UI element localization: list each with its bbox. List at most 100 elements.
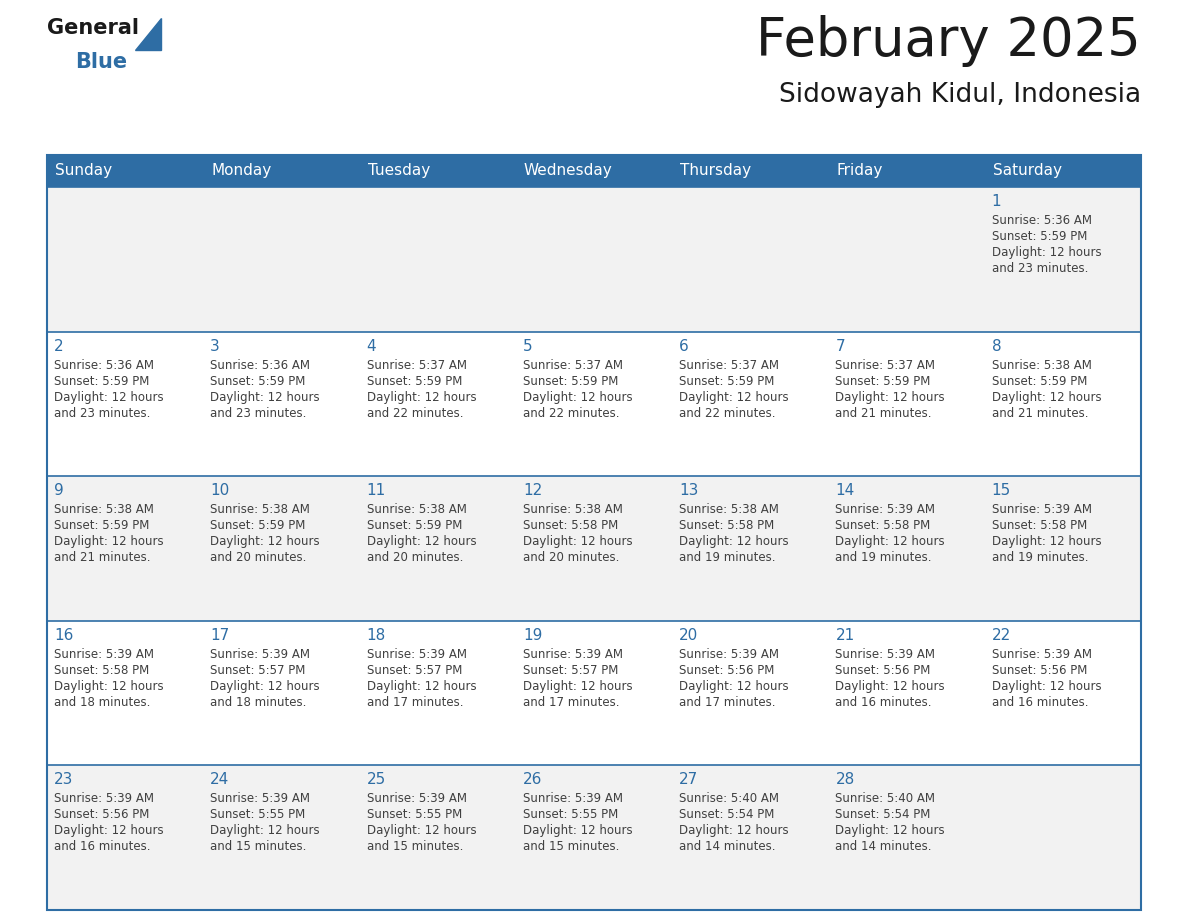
Text: 23: 23	[53, 772, 74, 788]
Text: Sunrise: 5:39 AM: Sunrise: 5:39 AM	[523, 648, 623, 661]
Text: 16: 16	[53, 628, 74, 643]
Text: 20: 20	[680, 628, 699, 643]
Text: Tuesday: Tuesday	[367, 163, 430, 178]
Text: Daylight: 12 hours: Daylight: 12 hours	[992, 680, 1101, 693]
Text: Daylight: 12 hours: Daylight: 12 hours	[367, 390, 476, 404]
Text: 25: 25	[367, 772, 386, 788]
Text: Daylight: 12 hours: Daylight: 12 hours	[835, 535, 944, 548]
Bar	[48, 766, 1140, 910]
Bar	[48, 476, 1140, 621]
Text: Sunset: 5:59 PM: Sunset: 5:59 PM	[992, 375, 1087, 387]
Text: Daylight: 12 hours: Daylight: 12 hours	[210, 390, 320, 404]
Text: and 17 minutes.: and 17 minutes.	[680, 696, 776, 709]
Text: and 19 minutes.: and 19 minutes.	[680, 551, 776, 565]
Text: and 21 minutes.: and 21 minutes.	[835, 407, 931, 420]
Text: 19: 19	[523, 628, 542, 643]
Text: Daylight: 12 hours: Daylight: 12 hours	[210, 824, 320, 837]
Text: Daylight: 12 hours: Daylight: 12 hours	[367, 535, 476, 548]
Text: Sunset: 5:59 PM: Sunset: 5:59 PM	[367, 375, 462, 387]
Text: Sunset: 5:58 PM: Sunset: 5:58 PM	[992, 520, 1087, 532]
Text: and 20 minutes.: and 20 minutes.	[210, 551, 307, 565]
Text: Sunrise: 5:39 AM: Sunrise: 5:39 AM	[210, 648, 310, 661]
Text: and 19 minutes.: and 19 minutes.	[992, 551, 1088, 565]
Text: Daylight: 12 hours: Daylight: 12 hours	[835, 680, 944, 693]
Text: and 16 minutes.: and 16 minutes.	[835, 696, 931, 709]
Text: and 19 minutes.: and 19 minutes.	[835, 551, 931, 565]
Text: and 17 minutes.: and 17 minutes.	[523, 696, 619, 709]
Text: and 17 minutes.: and 17 minutes.	[367, 696, 463, 709]
Text: Sunset: 5:54 PM: Sunset: 5:54 PM	[680, 809, 775, 822]
Text: and 14 minutes.: and 14 minutes.	[835, 840, 931, 854]
Text: Sunset: 5:59 PM: Sunset: 5:59 PM	[680, 375, 775, 387]
Text: Daylight: 12 hours: Daylight: 12 hours	[992, 390, 1101, 404]
Text: Sunrise: 5:38 AM: Sunrise: 5:38 AM	[992, 359, 1092, 372]
Bar	[48, 621, 1140, 766]
Text: Sunrise: 5:39 AM: Sunrise: 5:39 AM	[680, 648, 779, 661]
Text: 3: 3	[210, 339, 220, 353]
Text: Sunset: 5:58 PM: Sunset: 5:58 PM	[835, 520, 930, 532]
Text: and 22 minutes.: and 22 minutes.	[680, 407, 776, 420]
Text: and 21 minutes.: and 21 minutes.	[992, 407, 1088, 420]
Text: Sunrise: 5:38 AM: Sunrise: 5:38 AM	[680, 503, 779, 516]
Text: Sunset: 5:55 PM: Sunset: 5:55 PM	[367, 809, 462, 822]
Text: Sunset: 5:58 PM: Sunset: 5:58 PM	[53, 664, 150, 677]
Text: Sunrise: 5:37 AM: Sunrise: 5:37 AM	[367, 359, 467, 372]
Text: Daylight: 12 hours: Daylight: 12 hours	[523, 390, 632, 404]
Bar	[48, 155, 1140, 910]
Text: Sunrise: 5:39 AM: Sunrise: 5:39 AM	[367, 792, 467, 805]
Text: Sunrise: 5:39 AM: Sunrise: 5:39 AM	[992, 503, 1092, 516]
Text: Sunset: 5:54 PM: Sunset: 5:54 PM	[835, 809, 931, 822]
Text: Sunset: 5:59 PM: Sunset: 5:59 PM	[53, 520, 150, 532]
Text: Sunset: 5:56 PM: Sunset: 5:56 PM	[53, 809, 150, 822]
Text: Sunset: 5:57 PM: Sunset: 5:57 PM	[367, 664, 462, 677]
Text: Sunrise: 5:36 AM: Sunrise: 5:36 AM	[210, 359, 310, 372]
Text: 17: 17	[210, 628, 229, 643]
Text: Sunset: 5:59 PM: Sunset: 5:59 PM	[992, 230, 1087, 243]
Text: 28: 28	[835, 772, 854, 788]
Text: and 20 minutes.: and 20 minutes.	[367, 551, 463, 565]
Text: Sunday: Sunday	[55, 163, 112, 178]
Text: and 20 minutes.: and 20 minutes.	[523, 551, 619, 565]
Text: Daylight: 12 hours: Daylight: 12 hours	[53, 824, 164, 837]
Text: Sunrise: 5:37 AM: Sunrise: 5:37 AM	[523, 359, 623, 372]
Text: Sunrise: 5:38 AM: Sunrise: 5:38 AM	[210, 503, 310, 516]
Text: 4: 4	[367, 339, 377, 353]
Text: Daylight: 12 hours: Daylight: 12 hours	[523, 680, 632, 693]
Text: Daylight: 12 hours: Daylight: 12 hours	[53, 390, 164, 404]
Text: and 16 minutes.: and 16 minutes.	[992, 696, 1088, 709]
Text: Sunset: 5:59 PM: Sunset: 5:59 PM	[835, 375, 931, 387]
Text: Sunset: 5:56 PM: Sunset: 5:56 PM	[992, 664, 1087, 677]
Text: Sunrise: 5:38 AM: Sunrise: 5:38 AM	[53, 503, 154, 516]
Text: and 23 minutes.: and 23 minutes.	[210, 407, 307, 420]
Text: Sunrise: 5:39 AM: Sunrise: 5:39 AM	[835, 648, 935, 661]
Text: and 15 minutes.: and 15 minutes.	[367, 840, 463, 854]
Text: Sunrise: 5:40 AM: Sunrise: 5:40 AM	[680, 792, 779, 805]
Text: and 18 minutes.: and 18 minutes.	[210, 696, 307, 709]
Text: and 18 minutes.: and 18 minutes.	[53, 696, 151, 709]
Text: Daylight: 12 hours: Daylight: 12 hours	[835, 824, 944, 837]
Text: Sunset: 5:59 PM: Sunset: 5:59 PM	[53, 375, 150, 387]
Text: Friday: Friday	[836, 163, 883, 178]
Text: Sunset: 5:58 PM: Sunset: 5:58 PM	[680, 520, 775, 532]
Text: Daylight: 12 hours: Daylight: 12 hours	[835, 390, 944, 404]
Text: Sunrise: 5:38 AM: Sunrise: 5:38 AM	[523, 503, 623, 516]
Bar	[48, 187, 1140, 331]
Text: 5: 5	[523, 339, 532, 353]
Text: and 23 minutes.: and 23 minutes.	[992, 262, 1088, 275]
Text: Daylight: 12 hours: Daylight: 12 hours	[992, 535, 1101, 548]
Text: Daylight: 12 hours: Daylight: 12 hours	[680, 535, 789, 548]
Text: 1: 1	[992, 194, 1001, 209]
Text: Sunset: 5:55 PM: Sunset: 5:55 PM	[523, 809, 618, 822]
Text: Sunset: 5:56 PM: Sunset: 5:56 PM	[835, 664, 931, 677]
Text: Sunrise: 5:36 AM: Sunrise: 5:36 AM	[53, 359, 154, 372]
Bar	[48, 155, 1140, 187]
Text: Sunset: 5:56 PM: Sunset: 5:56 PM	[680, 664, 775, 677]
Text: February 2025: February 2025	[757, 15, 1140, 67]
Text: Daylight: 12 hours: Daylight: 12 hours	[523, 824, 632, 837]
Text: 10: 10	[210, 483, 229, 498]
Text: Sunset: 5:59 PM: Sunset: 5:59 PM	[367, 520, 462, 532]
Text: Daylight: 12 hours: Daylight: 12 hours	[210, 680, 320, 693]
Text: Sunrise: 5:39 AM: Sunrise: 5:39 AM	[210, 792, 310, 805]
Text: Sunset: 5:59 PM: Sunset: 5:59 PM	[523, 375, 618, 387]
Text: 8: 8	[992, 339, 1001, 353]
